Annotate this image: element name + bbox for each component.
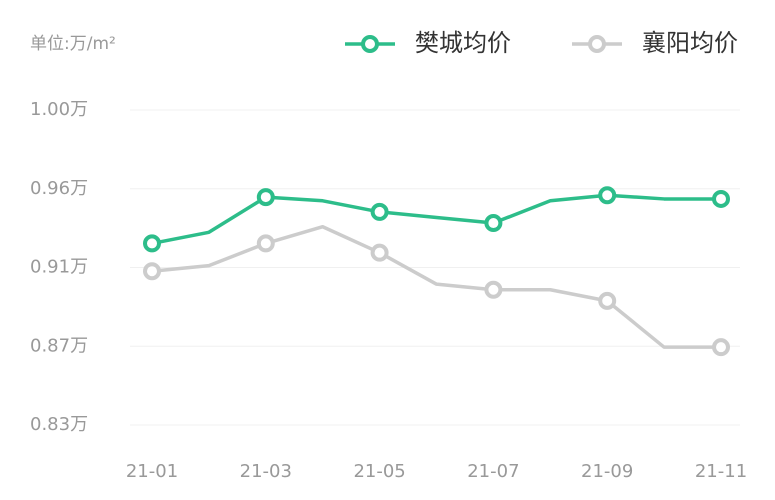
y-tick-label: 1.00万: [30, 99, 88, 120]
point: [484, 280, 503, 299]
point: [598, 291, 617, 310]
y-tick-label: 0.83万: [30, 414, 88, 435]
legend-marker: [361, 35, 379, 53]
x-tick-label: 21-05: [353, 461, 405, 482]
point: [712, 338, 730, 357]
point: [598, 186, 617, 205]
point: [143, 234, 161, 253]
x-tick-label: 21-09: [581, 461, 633, 482]
x-tick-label: 21-07: [467, 461, 519, 482]
series-line: [151, 193, 721, 246]
point: [143, 262, 161, 281]
point: [370, 202, 389, 221]
point: [484, 214, 503, 233]
x-tick-label: 21-03: [240, 461, 292, 482]
unit-label: 单位:万/m²: [30, 34, 116, 54]
y-tick-label: 0.96万: [30, 178, 88, 199]
y-tick-label: 0.91万: [30, 257, 88, 278]
x-tick-label: 21-11: [695, 461, 747, 482]
point: [712, 189, 730, 208]
y-tick-label: 0.87万: [30, 335, 88, 356]
point: [370, 243, 389, 262]
x-tick-label: 21-01: [126, 461, 178, 482]
legend-label: 樊城均价: [415, 29, 511, 57]
legend-label: 襄阳均价: [642, 29, 738, 57]
point: [256, 188, 275, 207]
legend-marker: [588, 35, 606, 53]
series-line: [151, 224, 721, 349]
point: [256, 234, 275, 253]
